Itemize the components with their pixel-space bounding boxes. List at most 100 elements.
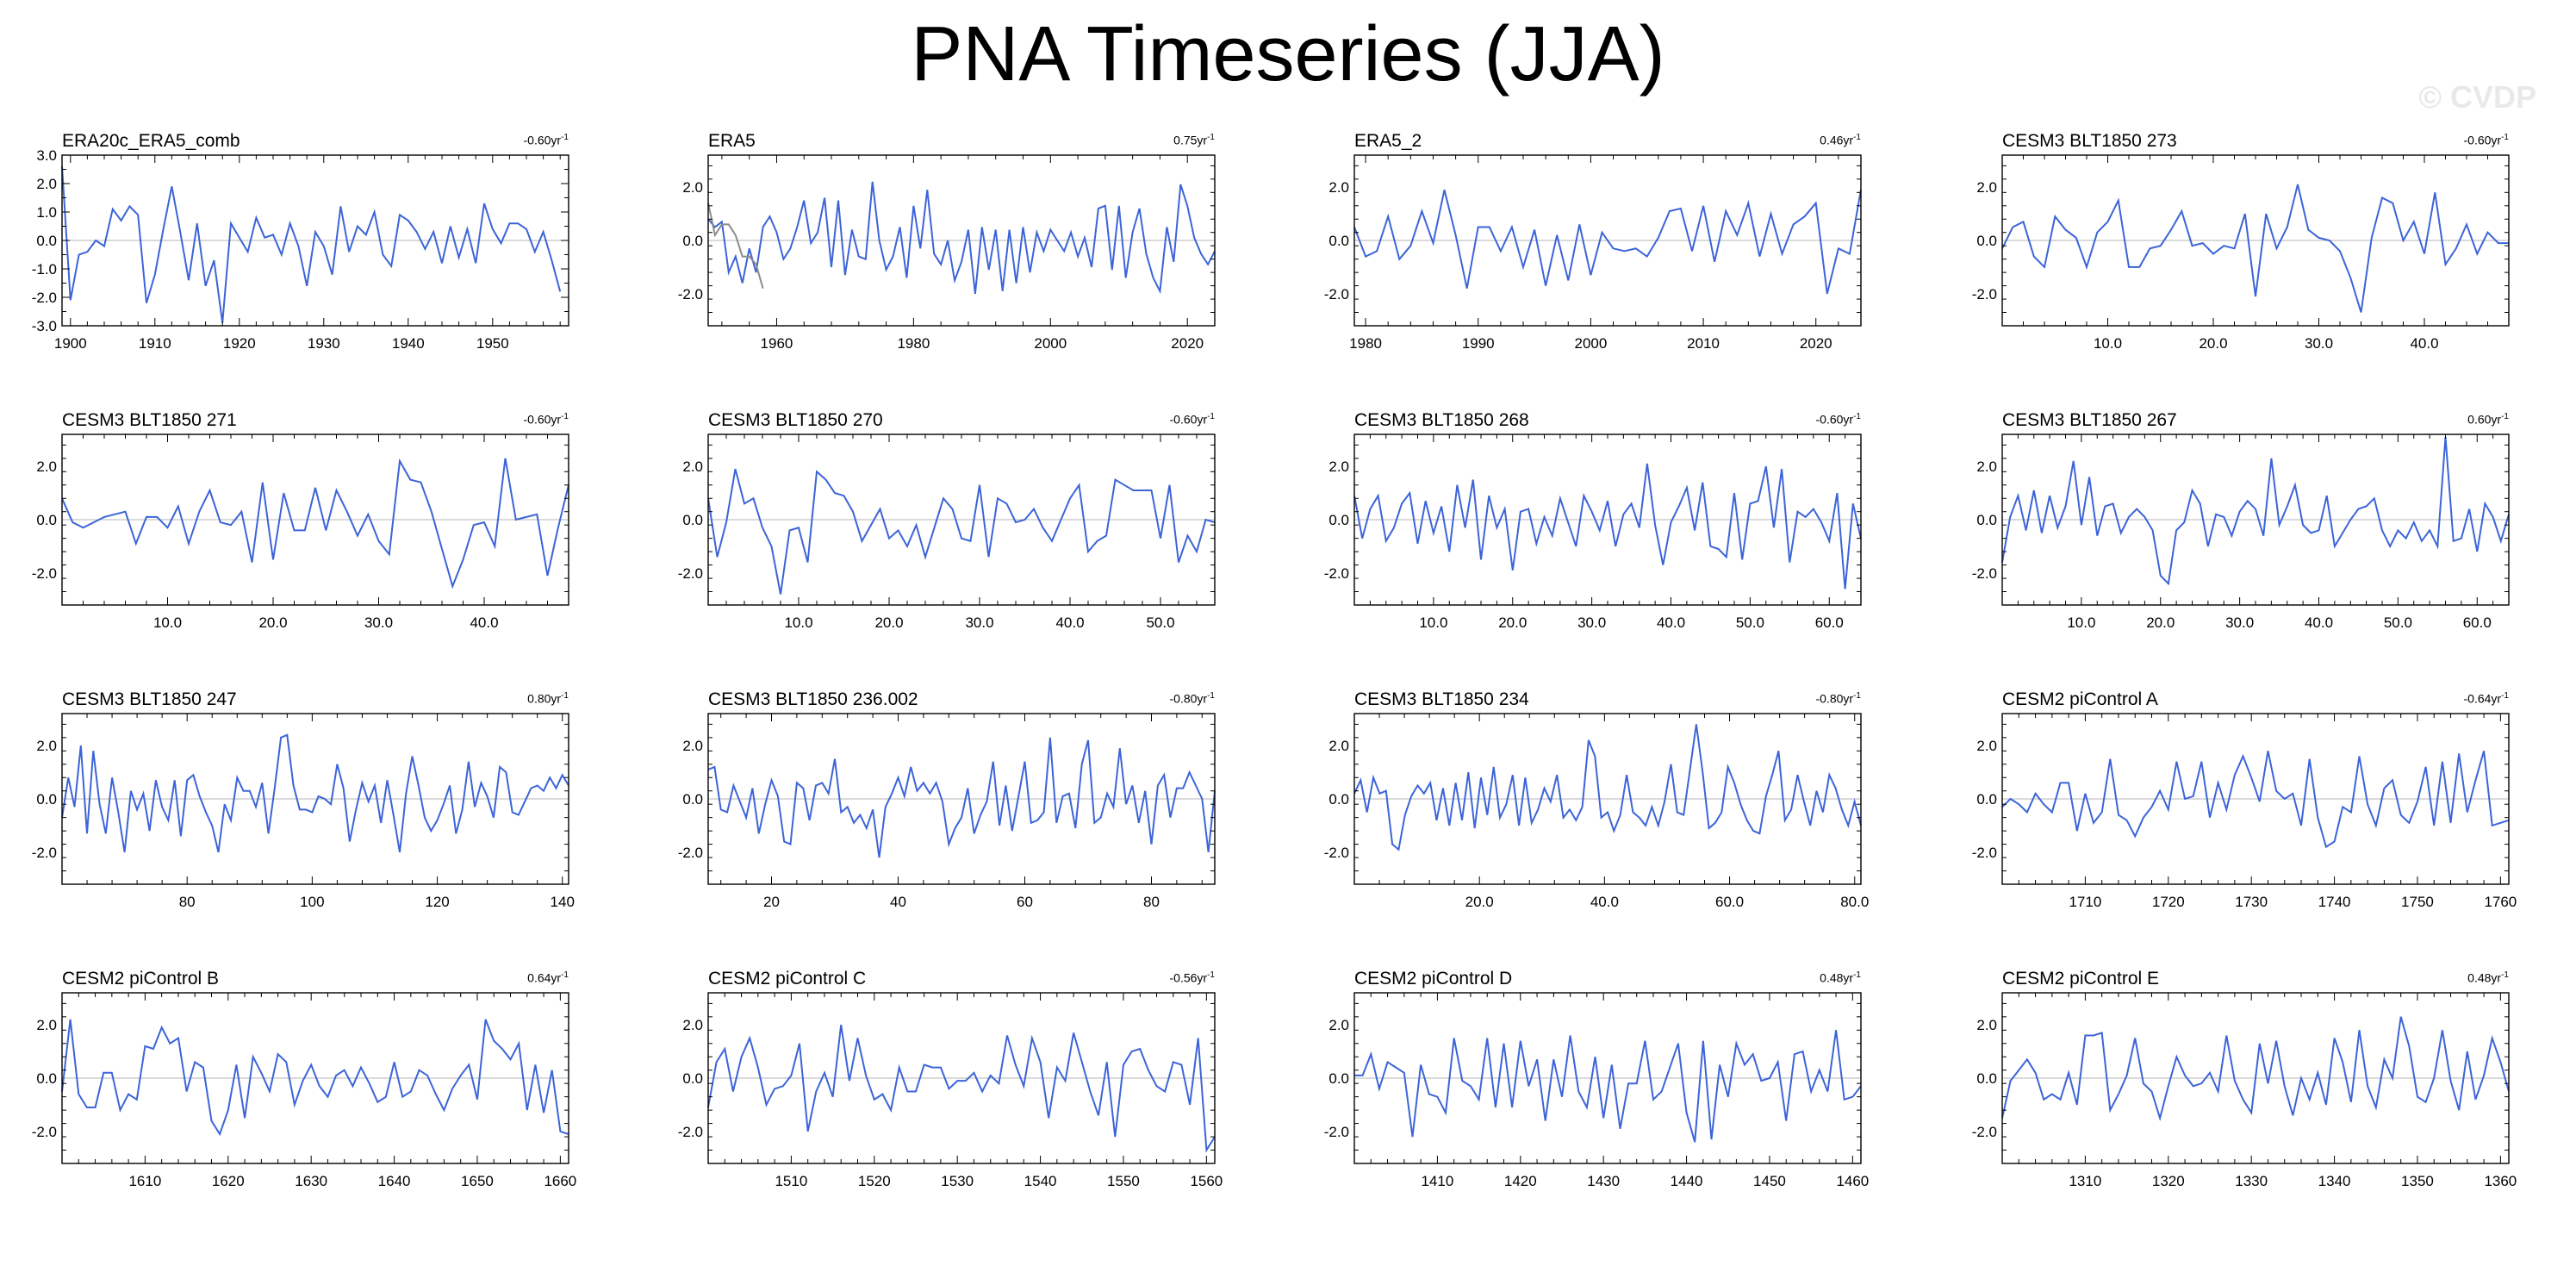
series-line [707, 737, 1216, 858]
panel-15: CESM2 piControl E 0.48yr-1 2.0 0.0 -2.0 1310 1… [1972, 969, 2519, 1193]
panel-plot: 2.0 0.0 -2.0 1510 1520 1530 1540 1550 1560 [678, 992, 1223, 1189]
x-tick-label: 1750 [2401, 894, 2434, 910]
x-tick-label: 1360 [2484, 1173, 2517, 1189]
trend-label: 0.80yr-1 [527, 691, 569, 706]
panel-title: CESM2 piControl C [708, 969, 867, 988]
x-tick-label: 1550 [1107, 1173, 1140, 1189]
y-tick-label: -2.0 [32, 1124, 57, 1140]
x-tick-label: 1610 [128, 1173, 161, 1189]
plot-frame [707, 713, 1216, 885]
x-tick-label: 1980 [1349, 335, 1382, 352]
x-tick-label: 60.0 [2463, 614, 2492, 631]
plot-frame [61, 992, 569, 1164]
cvdp-watermark: © CVDP [2418, 79, 2536, 115]
panel-10: CESM3 BLT1850 234 -0.80yr-1 2.0 0.0 -2.0 20.0… [1324, 689, 1871, 914]
panel-0: ERA20c_ERA5_comb -0.60yr-1 3.0 2.0 1.0 0.0 -1.… [32, 131, 579, 355]
x-tick-label: 1350 [2401, 1173, 2434, 1189]
panel-6: CESM3 BLT1850 268 -0.60yr-1 2.0 0.0 -2.0 10.0… [1324, 410, 1871, 634]
y-tick-label: 1.0 [36, 204, 57, 221]
series-line [61, 166, 562, 323]
trend-label: 0.60yr-1 [2467, 412, 2509, 427]
y-tick-label: -2.0 [1972, 1124, 1997, 1140]
x-tick-label: 1430 [1587, 1173, 1620, 1189]
y-tick-label: 0.0 [1328, 233, 1349, 249]
y-tick-label: 2.0 [36, 1017, 57, 1033]
x-tick-label: 50.0 [2384, 614, 2412, 631]
x-tick-label: 30.0 [1577, 614, 1606, 631]
x-tick-label: 20 [763, 894, 780, 910]
x-tick-label: 1510 [775, 1173, 807, 1189]
trend-exponent: -1 [561, 691, 569, 701]
panel-13: CESM2 piControl C -0.56yr-1 2.0 0.0 -2.0 1510… [678, 969, 1225, 1193]
x-tick-label: 60.0 [1715, 894, 1744, 910]
x-tick-label: 20.0 [1465, 894, 1494, 910]
panel-plot: 2.0 0.0 -2.0 10.0 20.0 30.0 40.0 50.0 [678, 433, 1216, 631]
x-tick-label: 2020 [1171, 335, 1204, 352]
trend-exponent: -1 [561, 970, 569, 980]
series-line [1353, 463, 1862, 589]
y-tick-label: 2.0 [36, 176, 57, 192]
trend-exponent: -1 [2501, 412, 2509, 421]
reference-line [707, 203, 764, 289]
panel-11: CESM2 piControl A -0.64yr-1 2.0 0.0 -2.0 1710… [1972, 689, 2519, 914]
trend-label: 0.48yr-1 [2467, 970, 2509, 985]
series-line [61, 1019, 569, 1137]
x-tick-label: 20.0 [258, 614, 287, 631]
y-tick-label: 0.0 [1328, 1070, 1349, 1087]
x-tick-label: 1560 [1190, 1173, 1223, 1189]
y-tick-label: 0.0 [36, 512, 57, 528]
y-tick-label: -2.0 [678, 286, 703, 302]
plot-frame [707, 992, 1216, 1164]
x-tick-label: 10.0 [784, 614, 812, 631]
x-tick-label: 1330 [2235, 1173, 2268, 1189]
x-tick-label: 40.0 [1590, 894, 1619, 910]
panel-1: ERA5 0.75yr-1 2.0 0.0 -2.0 1960 1980 2000 2020 [678, 131, 1225, 355]
trend-label: 0.64yr-1 [527, 970, 569, 985]
x-tick-label: 60.0 [1815, 614, 1844, 631]
x-tick-label: 30.0 [965, 614, 993, 631]
y-tick-label: -2.0 [1324, 565, 1349, 582]
y-tick-label: -2.0 [32, 290, 57, 306]
x-tick-label: 1540 [1024, 1173, 1057, 1189]
trend-value: 0.48yr [2467, 970, 2502, 985]
trend-exponent: -1 [1207, 133, 1215, 142]
series-line [707, 181, 1216, 295]
x-tick-label: 10.0 [153, 614, 182, 631]
y-tick-label: 2.0 [1328, 179, 1349, 196]
x-tick-label: 1340 [2318, 1173, 2351, 1189]
trend-value: -0.60yr [2463, 133, 2502, 147]
panel-14: CESM2 piControl D 0.48yr-1 2.0 0.0 -2.0 1410 1… [1324, 969, 1871, 1193]
panel-title: CESM3 BLT1850 247 [62, 689, 237, 709]
y-tick-label: 0.0 [682, 791, 703, 808]
y-tick-label: 2.0 [682, 1017, 703, 1033]
x-tick-label: 1720 [2152, 894, 2185, 910]
panel-plot: 2.0 0.0 -2.0 10.0 20.0 30.0 40.0 50.0 60.0 [1324, 433, 1862, 631]
panel-8: CESM3 BLT1850 247 0.80yr-1 2.0 0.0 -2.0 80 100… [32, 689, 579, 914]
x-tick-label: 1760 [2484, 894, 2517, 910]
series-line [2001, 184, 2509, 313]
x-tick-label: 20.0 [1498, 614, 1527, 631]
y-tick-label: 3.0 [36, 147, 57, 164]
panel-3: CESM3 BLT1850 273 -0.60yr-1 2.0 0.0 -2.0 10.0… [1972, 131, 2519, 355]
x-tick-label: 2000 [1034, 335, 1067, 352]
series-line [1354, 1030, 1862, 1143]
series-line [61, 733, 569, 853]
x-tick-label: 1640 [378, 1173, 411, 1189]
x-tick-label: 50.0 [1736, 614, 1764, 631]
trend-value: 0.64yr [527, 970, 562, 985]
x-tick-label: 140 [551, 894, 575, 910]
x-tick-label: 1630 [295, 1173, 327, 1189]
x-tick-label: 30.0 [2225, 614, 2254, 631]
x-tick-label: 1520 [858, 1173, 891, 1189]
panel-plot: 2.0 0.0 -2.0 1710 1720 1730 1740 1750 1760 [1972, 713, 2517, 910]
y-tick-label: 0.0 [682, 1070, 703, 1087]
panel-plot: 2.0 0.0 -2.0 10.0 20.0 30.0 40.0 [1972, 154, 2510, 352]
x-tick-label: 40 [890, 894, 906, 910]
panel-plot: 2.0 0.0 -2.0 1960 1980 2000 2020 [678, 154, 1216, 352]
series-line [1353, 189, 1862, 295]
x-tick-label: 1650 [461, 1173, 494, 1189]
panel-title: CESM3 BLT1850 267 [2002, 410, 2177, 430]
panel-plot: 2.0 0.0 -2.0 1410 1420 1430 1440 1450 1460 [1324, 992, 1869, 1189]
trend-value: -0.64yr [2463, 691, 2502, 706]
trend-value: 0.46yr [1820, 133, 1854, 147]
